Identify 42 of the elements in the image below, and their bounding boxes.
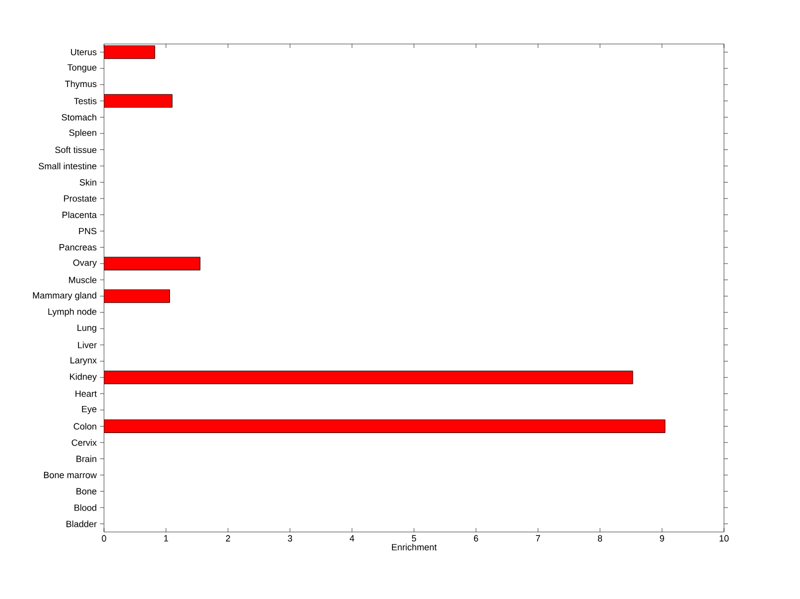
x-tick-label: 9 [660,535,664,542]
y-tick-label: Heart [76,390,97,397]
y-tick-label: Soft tissue [55,146,96,154]
x-tick-label: 10 [720,535,729,542]
y-tick-label: Stomach [62,114,96,120]
x-tick-label: 4 [350,535,354,542]
y-tick-label: Colon [74,422,96,430]
x-tick-label: 2 [226,535,230,542]
y-tick-label: Uterus [70,48,96,56]
y-tick-label: Mammary gland [33,292,96,300]
y-tick-label: Ovary [73,260,97,268]
y-tick-label: Spleen [69,129,96,138]
y-tick-label: Liver [78,342,97,348]
y-tick-label: Eye [82,406,96,414]
y-tick-label: Thymus [65,80,96,89]
y-tick-label: Blood [74,504,96,511]
y-tick-label: Muscle [69,276,96,284]
y-tick-label: Skin [80,178,96,186]
y-tick-label: Small intestine [38,162,96,170]
y-tick-label: Brain [76,455,96,462]
y-tick-label: Bone [76,488,96,494]
y-tick-label: Bone marrow [44,472,97,478]
x-tick-label: 7 [536,535,540,542]
y-tick-label: PNS [79,228,96,234]
y-tick-label: Tongue [67,64,96,72]
y-tick-label: Prostate [64,195,96,202]
x-tick-label: 1 [164,535,168,542]
y-tick-label: Lung [78,324,96,333]
x-tick-label: 8 [598,535,602,542]
y-tick-label: Testis [74,98,96,104]
x-tick-label: 5 [412,535,416,542]
y-tick-label: Larynx [70,357,97,366]
y-tick-label: Pancreas [60,244,96,250]
x-tick-label: 6 [474,535,478,542]
y-tick-label: Lymph node [48,308,96,317]
x-tick-label: 0 [102,535,106,542]
y-tick-label: Kidney [70,373,97,382]
y-tick-label: Cervix [72,439,97,446]
x-tick-label: 3 [288,535,292,542]
y-tick-label: Placenta [62,211,97,218]
x-axis-title: Enrichment [392,544,437,550]
y-tick-label: Bladder [66,520,97,528]
